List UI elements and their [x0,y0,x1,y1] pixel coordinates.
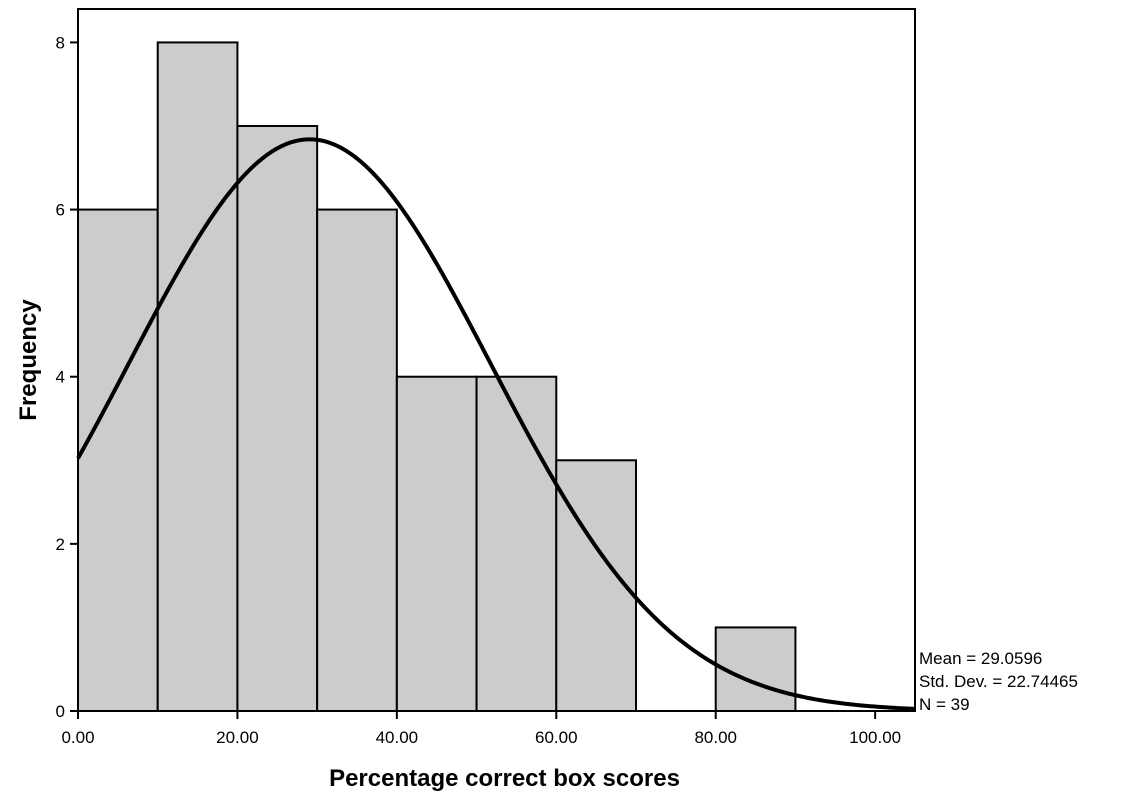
x-tick-label: 100.00 [849,728,901,747]
histogram-bar [156,41,239,712]
y-tick-label: 4 [56,368,65,387]
x-tick-label: 40.00 [376,728,419,747]
y-tick-label: 8 [56,33,65,52]
x-tick-label: 80.00 [694,728,737,747]
stats-n: N = 39 [919,695,970,714]
x-tick-label: 60.00 [535,728,578,747]
stats-std-dev: Std. Dev. = 22.74465 [919,672,1078,691]
histogram-bar [236,125,319,712]
histogram-bar [475,375,558,712]
plot-frame [77,8,916,712]
histogram-bar [555,459,637,712]
normal-curve [76,137,916,711]
y-tick-label: 0 [56,702,65,721]
histogram-bar [714,626,797,713]
x-axis-title: Percentage correct box scores [329,765,680,792]
x-tick-label: 20.00 [216,728,259,747]
y-axis-title: Frequency [15,299,42,421]
histogram-bar [77,208,159,712]
histogram-bar [395,375,478,712]
y-tick-label: 2 [56,535,65,554]
y-axis: 0 2 4 6 8 [56,33,78,721]
normal-curve-layer [76,137,916,711]
histogram-bar [316,208,398,712]
stats-mean: Mean = 29.0596 [919,649,1042,668]
x-tick-label: 0.00 [61,728,94,747]
y-tick-label: 6 [56,201,65,220]
bars-layer [77,41,797,713]
x-axis: 0.00 20.00 40.00 60.00 80.00 100.00 [61,711,901,747]
